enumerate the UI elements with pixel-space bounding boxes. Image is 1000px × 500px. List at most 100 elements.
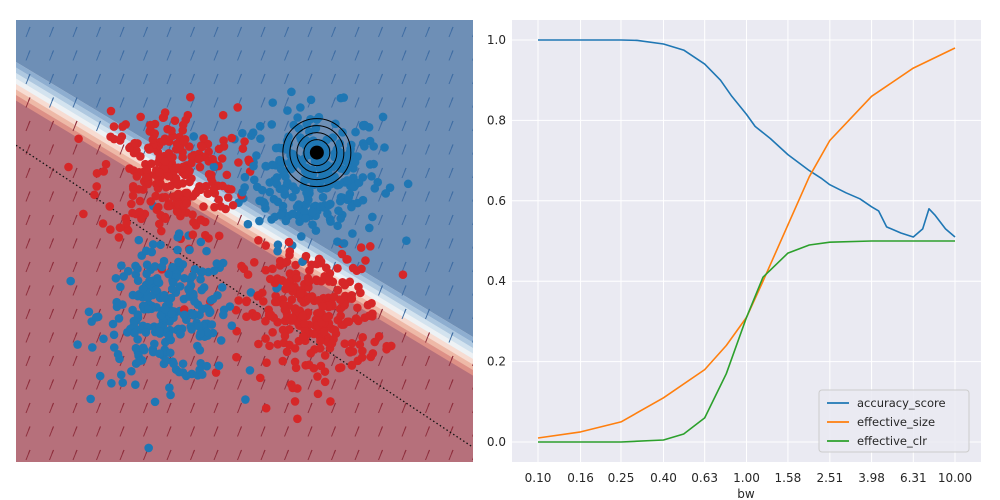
quiver-arrow bbox=[472, 433, 473, 437]
scatter-point bbox=[165, 383, 174, 393]
quiver-arrow-head bbox=[475, 286, 477, 290]
scatter-point bbox=[106, 106, 116, 116]
quiver-arrow-head bbox=[75, 214, 78, 219]
quiver-arrow-head bbox=[380, 355, 383, 360]
quiver-arrow-head bbox=[475, 192, 477, 196]
quiver-arrow-head bbox=[28, 426, 31, 431]
scatter-point bbox=[279, 300, 288, 309]
quiver-arrow-head bbox=[451, 402, 454, 407]
quiver-arrow-head bbox=[475, 145, 477, 149]
scatter-point bbox=[99, 334, 108, 344]
scatter-point bbox=[312, 276, 322, 286]
scatter-point bbox=[216, 202, 226, 211]
scatter-point bbox=[209, 184, 219, 194]
quiver-arrow-head bbox=[169, 449, 172, 454]
scatter-point bbox=[354, 178, 364, 188]
quiver-arrow-head bbox=[51, 120, 54, 125]
scatter-point bbox=[158, 137, 168, 146]
quiver-arrow-head bbox=[75, 402, 78, 407]
quiver-arrow-head bbox=[427, 144, 430, 149]
quiver-arrow-head bbox=[357, 379, 360, 384]
scatter-point bbox=[135, 207, 144, 217]
scatter-point bbox=[342, 176, 352, 185]
x-tick-label: 0.63 bbox=[691, 471, 718, 485]
scatter-point bbox=[300, 319, 309, 328]
scatter-point bbox=[197, 304, 207, 314]
scatter-point bbox=[340, 280, 350, 290]
scatter-point bbox=[378, 112, 388, 122]
quiver-arrow-head bbox=[145, 97, 148, 102]
quiver-arrow bbox=[472, 410, 473, 414]
quiver-arrow-head bbox=[216, 50, 219, 55]
scatter-point bbox=[316, 361, 326, 371]
scatter-point bbox=[196, 329, 205, 338]
scatter-point bbox=[218, 110, 228, 120]
scatter-point bbox=[160, 157, 170, 166]
quiver-arrow bbox=[472, 245, 473, 249]
scatter-point bbox=[212, 259, 222, 268]
scatter-point bbox=[285, 247, 295, 256]
scatter-point bbox=[261, 334, 270, 343]
quiver-arrow bbox=[472, 198, 473, 202]
quiver-arrow-head bbox=[51, 285, 54, 290]
scatter-point bbox=[240, 137, 249, 146]
quiver-arrow-head bbox=[427, 261, 430, 266]
scatter-point bbox=[300, 176, 309, 185]
scatter-point bbox=[164, 172, 173, 181]
scatter-point bbox=[306, 349, 316, 358]
quiver-arrow-head bbox=[451, 355, 454, 360]
scatter-point bbox=[141, 328, 151, 337]
quiver-arrow-head bbox=[98, 50, 101, 55]
scatter-point bbox=[276, 210, 286, 220]
scatter-point bbox=[237, 261, 246, 271]
scatter-point bbox=[382, 341, 392, 351]
quiver-arrow-head bbox=[286, 379, 289, 384]
scatter-point bbox=[285, 158, 295, 168]
quiver-arrow-head bbox=[122, 426, 125, 431]
quiver-arrow-head bbox=[333, 308, 336, 313]
scatter-point bbox=[147, 247, 157, 257]
highlight-dot bbox=[309, 145, 324, 160]
scatter-point bbox=[339, 93, 349, 102]
quiver-arrow-head bbox=[75, 191, 78, 196]
quiver-arrow-head bbox=[404, 97, 407, 102]
quiver-arrow-head bbox=[451, 120, 454, 125]
scatter-point bbox=[186, 92, 195, 102]
scatter-point bbox=[358, 195, 368, 205]
scatter-point bbox=[92, 169, 102, 178]
scatter-point bbox=[101, 159, 111, 169]
quiver-arrow-head bbox=[263, 97, 266, 102]
scatter-point bbox=[84, 307, 94, 317]
scatter-point bbox=[298, 332, 308, 341]
decision-boundary-line bbox=[16, 144, 473, 448]
quiver-arrow-head bbox=[169, 379, 172, 384]
legend: accuracy_score effective_size effective_cl… bbox=[818, 389, 970, 453]
quiver-arrow bbox=[472, 457, 473, 461]
quiver-arrow-head bbox=[475, 380, 477, 384]
scatter-point bbox=[118, 122, 127, 131]
scatter-point bbox=[184, 142, 194, 151]
scatter-point bbox=[161, 182, 171, 192]
quiver-arrow-head bbox=[427, 167, 430, 172]
scatter-point bbox=[90, 190, 99, 200]
quiver-arrow-head bbox=[427, 50, 430, 55]
scatter-point bbox=[369, 142, 378, 151]
scatter-point bbox=[348, 229, 357, 238]
scatter-point bbox=[242, 297, 251, 307]
scatter-point bbox=[156, 311, 166, 320]
scatter-point bbox=[291, 304, 300, 313]
scatter-point bbox=[320, 351, 330, 360]
quiver-arrow-head bbox=[286, 50, 289, 55]
quiver-arrow-head bbox=[310, 449, 313, 454]
scatter-point bbox=[182, 188, 192, 198]
scatter-point bbox=[342, 255, 351, 264]
quiver-arrow-head bbox=[216, 285, 219, 290]
scatter-point bbox=[234, 158, 243, 167]
scatter-point bbox=[380, 143, 389, 152]
scatter-point bbox=[268, 264, 277, 274]
scatter-point bbox=[155, 327, 164, 336]
scatter-point bbox=[204, 169, 214, 179]
quiver-arrow-head bbox=[28, 238, 31, 243]
scatter-point bbox=[88, 343, 97, 352]
scatter-point bbox=[241, 395, 250, 404]
